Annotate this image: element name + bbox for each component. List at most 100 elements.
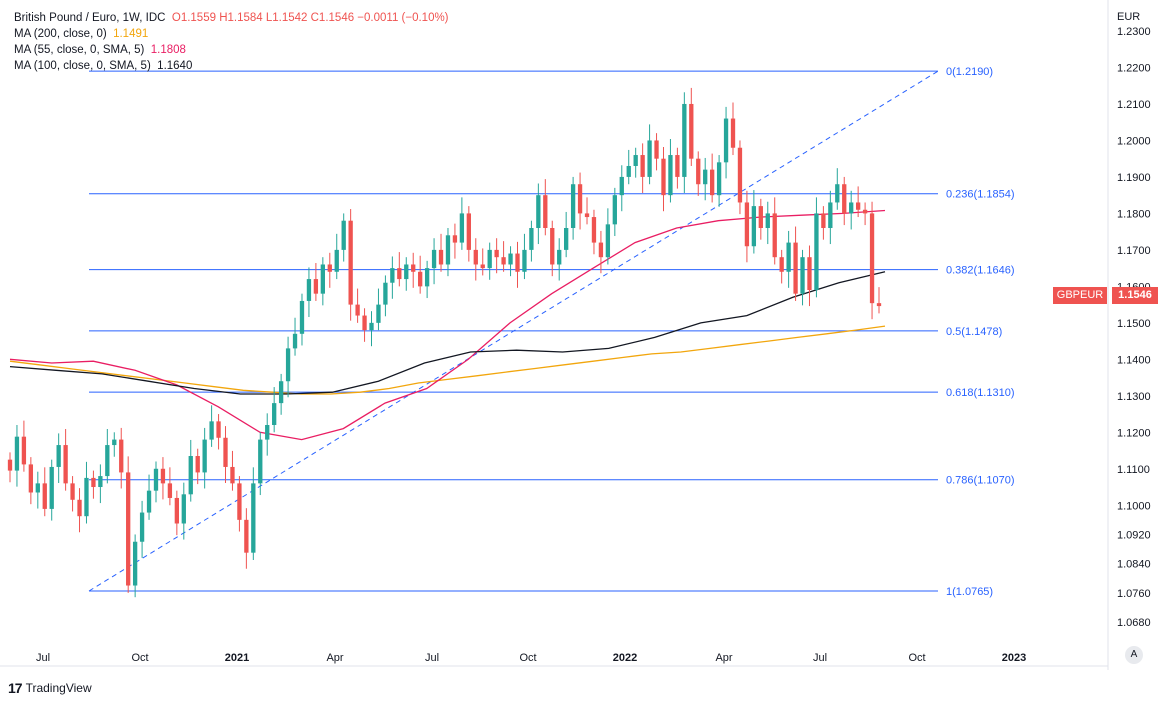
candle-body	[494, 249, 499, 258]
time-tick-label: Jul	[813, 652, 827, 664]
candle-body	[28, 464, 34, 493]
candle-body	[341, 220, 346, 250]
candle-body	[355, 304, 360, 316]
time-tick-label: 2022	[613, 652, 637, 664]
candle-body	[369, 322, 374, 331]
price-tick-label: 1.1400	[1117, 354, 1151, 366]
candle-body	[105, 445, 110, 477]
candle-body	[765, 213, 770, 228]
candle-body	[119, 439, 124, 473]
candle-body	[751, 206, 757, 247]
candle-body	[612, 195, 617, 225]
candle-body	[529, 228, 534, 250]
candle-body	[376, 304, 381, 323]
candle-body	[862, 209, 868, 214]
candle-body	[779, 257, 784, 272]
candle-body	[849, 202, 854, 214]
candle-body	[605, 224, 611, 258]
candle-body	[70, 483, 75, 500]
candle-body	[209, 421, 214, 440]
candle-body	[174, 497, 180, 524]
price-tick-label: 1.0680	[1117, 617, 1151, 629]
last-price-tag: 1.1546	[1112, 287, 1158, 304]
trend-line-dashed	[88, 70, 939, 592]
price-tick-label: 1.0760	[1117, 588, 1151, 600]
candle-body	[821, 213, 826, 228]
ma200-label[interactable]: MA (200, close, 0)	[14, 28, 107, 40]
candle-body	[737, 147, 743, 203]
candle-body	[327, 264, 332, 272]
candle-body	[869, 213, 875, 304]
candle-body	[7, 459, 13, 471]
fibonacci-retracement[interactable]: 0(1.2190) 0.236(1.1854) 0.382(1.1646) 0.5(1…	[89, 66, 1015, 598]
candle-body	[501, 257, 506, 265]
candle-body	[445, 235, 451, 265]
price-tick-label: 1.2200	[1117, 62, 1151, 74]
candle-body	[126, 472, 131, 586]
candle-body	[132, 541, 138, 586]
candle-body	[744, 202, 750, 247]
auto-scale-button[interactable]: A	[1125, 646, 1143, 664]
candle-body	[195, 456, 200, 473]
fib-label-5: 0.786(1.1070)	[946, 475, 1015, 487]
candle-body	[84, 477, 89, 517]
candle-body	[223, 437, 228, 467]
candle-body	[473, 249, 478, 265]
candle-body	[216, 421, 221, 438]
candle-body	[689, 103, 694, 159]
ma55-label[interactable]: MA (55, close, 0, SMA, 5)	[14, 44, 145, 56]
candle-body	[21, 436, 27, 465]
price-tick-label: 1.2000	[1117, 135, 1151, 147]
ma100-value: 1.1640	[157, 60, 193, 72]
ma200-value: 1.1491	[113, 28, 149, 40]
candle-body	[431, 249, 437, 269]
candle-body	[557, 249, 562, 265]
candle-body	[153, 468, 159, 491]
candle-body	[98, 476, 103, 488]
candle-body	[237, 483, 242, 520]
candle-body	[626, 165, 631, 177]
candle-body	[772, 213, 777, 258]
candle-body	[647, 140, 652, 177]
candle-body	[77, 499, 82, 517]
candle-body	[418, 271, 423, 287]
candle-body	[577, 184, 583, 214]
ma100-line	[9, 271, 886, 395]
fib-label-6: 1(1.0765)	[946, 586, 993, 598]
candle-body	[56, 445, 61, 467]
candle-body	[480, 264, 485, 269]
trend-line[interactable]	[88, 70, 939, 592]
candle-body	[230, 466, 235, 484]
candle-body	[42, 483, 47, 509]
time-axis[interactable]: Jul Oct 2021 Apr Jul Oct 2022 Apr Jul Oct 2023	[36, 652, 1026, 664]
time-tick-label: 2023	[1002, 652, 1026, 664]
ma55-value: 1.1808	[150, 44, 186, 56]
candlesticks	[7, 87, 882, 598]
candle-body	[696, 158, 701, 185]
price-tick-label: 1.1700	[1117, 245, 1151, 257]
time-tick-label: Apr	[326, 652, 343, 664]
candle-body	[814, 213, 819, 291]
price-tick-label: 1.1800	[1117, 208, 1151, 220]
time-tick-label: Oct	[519, 652, 536, 664]
candle-body	[570, 184, 576, 228]
candle-body	[383, 282, 388, 305]
candle-body	[320, 264, 325, 294]
candle-body	[459, 213, 465, 243]
candle-body	[272, 403, 277, 425]
candle-body	[730, 118, 736, 148]
candle-body	[807, 257, 812, 291]
candle-body	[682, 103, 687, 177]
candle-body	[258, 439, 263, 484]
candle-body	[487, 249, 492, 269]
candle-body	[146, 490, 152, 513]
price-tick-label: 1.1300	[1117, 391, 1151, 403]
candle-body	[640, 155, 645, 177]
legend-title: British Pound / Euro, 1W, IDC	[14, 12, 166, 24]
footer-brand[interactable]: 17 TradingView	[8, 680, 92, 696]
candle-body	[362, 315, 367, 331]
price-axis[interactable]: 1.2300 1.2200 1.2100 1.2000 1.1900 1.1800 1.17…	[1117, 26, 1151, 629]
candle-body	[842, 184, 847, 214]
ma100-label[interactable]: MA (100, close, 0, SMA, 5)	[14, 60, 151, 72]
